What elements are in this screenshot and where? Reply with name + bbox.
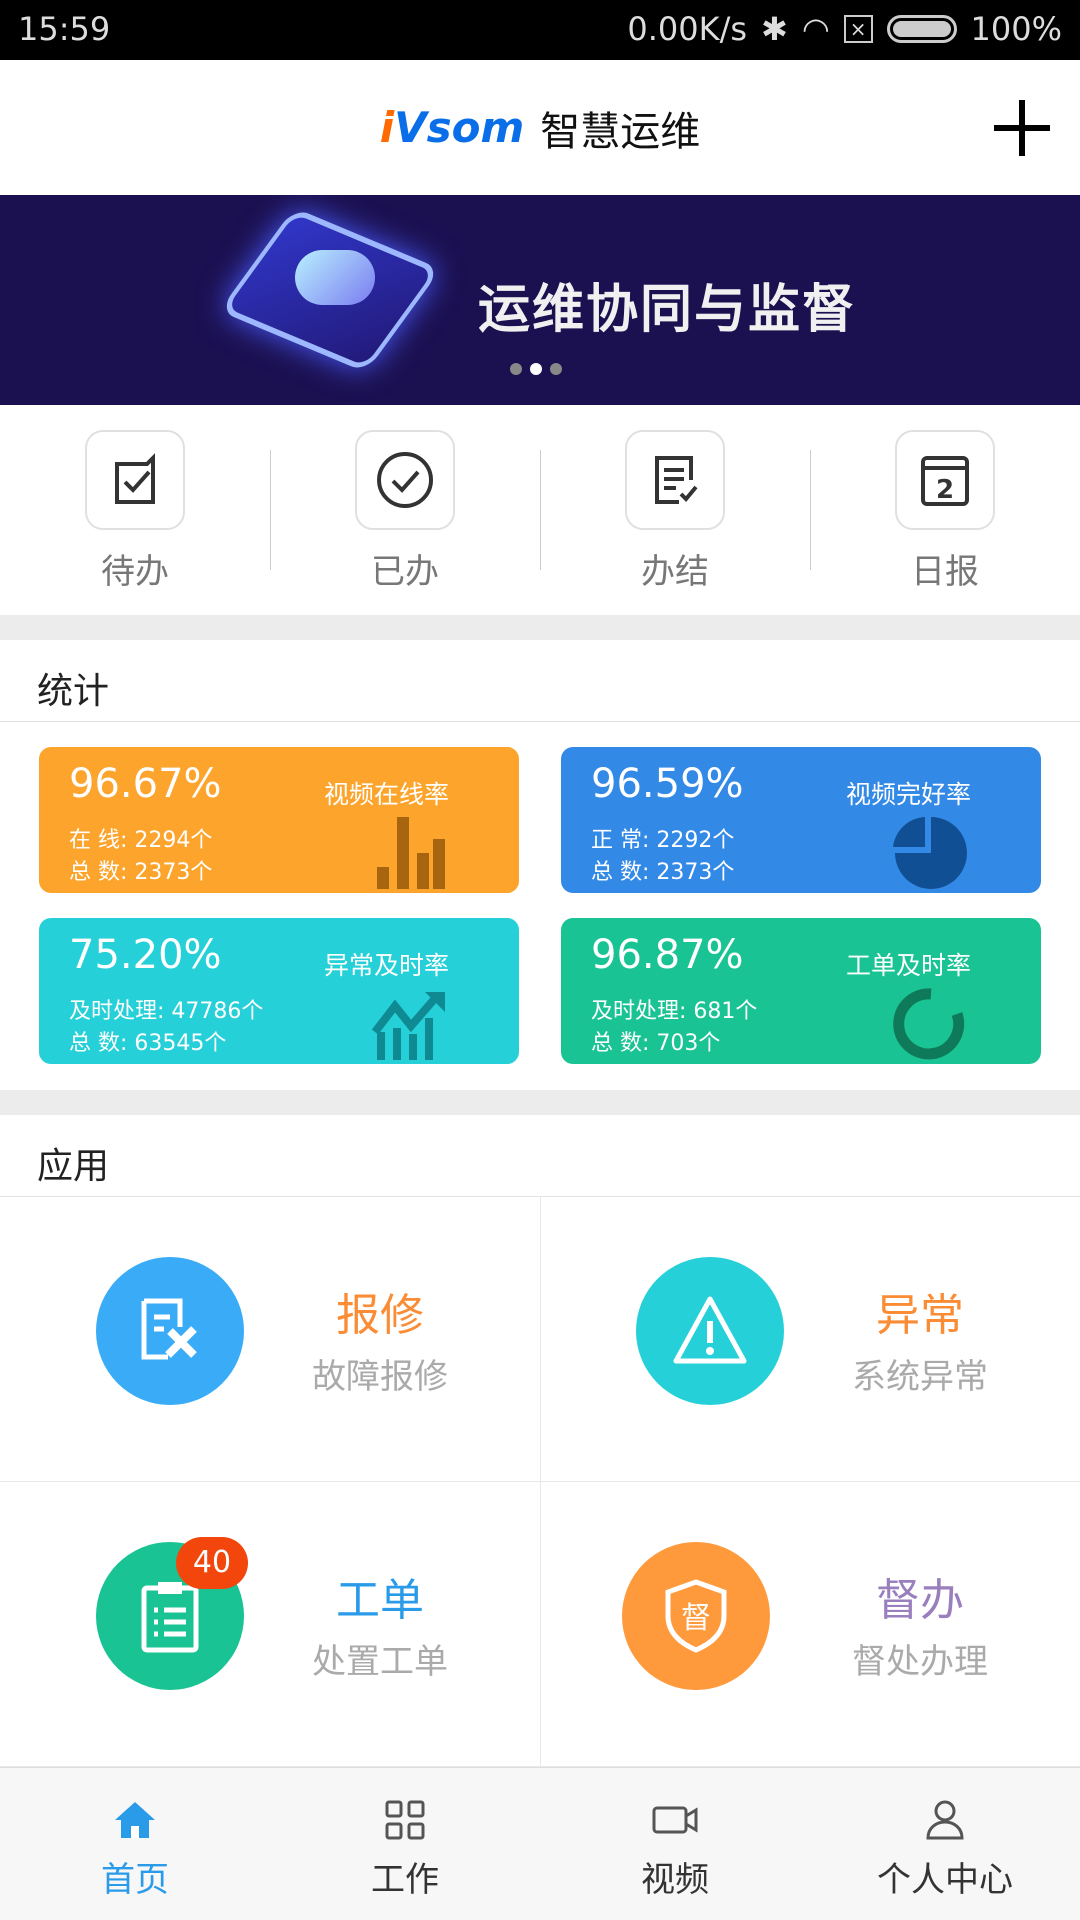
quick-daily-report[interactable]: 2 日报 bbox=[810, 405, 1080, 615]
stat-line1: 在 线: 2294个 bbox=[69, 828, 213, 853]
svg-text:2: 2 bbox=[936, 475, 954, 505]
stat-name: 视频在线率 bbox=[324, 780, 450, 809]
carousel-dot[interactable] bbox=[510, 363, 522, 375]
stat-name: 工单及时率 bbox=[846, 951, 972, 980]
divider bbox=[0, 615, 1080, 640]
stat-line1: 正 常: 2292个 bbox=[591, 828, 735, 853]
document-check-icon bbox=[625, 430, 725, 530]
quick-todo[interactable]: 待办 bbox=[0, 405, 270, 615]
quick-actions: 待办 已办 办结 2 日报 bbox=[0, 405, 1080, 615]
divider bbox=[0, 1090, 1080, 1115]
supervise-shield-icon: 督 bbox=[622, 1542, 770, 1690]
stat-line1: 及时处理: 47786个 bbox=[69, 999, 264, 1024]
app-workorder[interactable]: 40 工单 处置工单 bbox=[0, 1482, 540, 1767]
ivsom-logo: iVsom bbox=[379, 103, 525, 152]
check-circle-icon bbox=[355, 430, 455, 530]
status-bar: 15:59 0.00K/s ✱ ◠ × 100% bbox=[0, 0, 1080, 60]
bar-chart-icon bbox=[377, 817, 445, 889]
app-title: 异常 bbox=[876, 1290, 964, 1341]
quick-label: 已办 bbox=[371, 552, 439, 592]
stats-title: 统计 bbox=[0, 640, 1080, 722]
nav-profile[interactable]: 个人中心 bbox=[810, 1768, 1080, 1920]
home-icon bbox=[115, 1802, 155, 1838]
app-title: 智慧运维 bbox=[540, 108, 701, 155]
calendar-icon: 2 bbox=[895, 430, 995, 530]
stat-line2: 总 数: 703个 bbox=[591, 1031, 721, 1056]
stat-card-video-online[interactable]: 96.67% 视频在线率 在 线: 2294个 总 数: 2373个 bbox=[39, 747, 519, 893]
sim-icon: × bbox=[843, 15, 873, 43]
nav-video[interactable]: 视频 bbox=[540, 1768, 810, 1920]
quick-label: 待办 bbox=[101, 552, 169, 592]
app-subtitle: 系统异常 bbox=[852, 1357, 988, 1397]
nav-label: 首页 bbox=[101, 1860, 169, 1900]
quick-done[interactable]: 已办 bbox=[270, 405, 540, 615]
app-exception[interactable]: 异常 系统异常 bbox=[540, 1197, 1080, 1482]
app-header: iVsom 智慧运维 bbox=[0, 60, 1080, 195]
app-subtitle: 督处办理 bbox=[852, 1642, 988, 1682]
bottom-nav: 首页 工作 视频 个人中心 bbox=[0, 1767, 1080, 1920]
person-icon bbox=[926, 1800, 964, 1840]
stat-name: 视频完好率 bbox=[846, 780, 972, 809]
apps-title: 应用 bbox=[0, 1115, 1080, 1197]
app-repair[interactable]: 报修 故障报修 bbox=[0, 1197, 540, 1482]
pie-chart-icon bbox=[893, 817, 967, 889]
app-subtitle: 故障报修 bbox=[312, 1357, 448, 1397]
stat-card-workorder-timely[interactable]: 96.87% 工单及时率 及时处理: 681个 总 数: 703个 bbox=[561, 918, 1041, 1064]
video-icon bbox=[652, 1806, 698, 1834]
app-supervise[interactable]: 督 督办 督处办理 bbox=[540, 1482, 1080, 1767]
grid-divider bbox=[540, 1197, 541, 1767]
quick-label: 日报 bbox=[911, 552, 979, 592]
cloud-illustration bbox=[295, 250, 375, 305]
network-speed: 0.00K/s bbox=[627, 10, 748, 48]
repair-icon bbox=[96, 1257, 244, 1405]
nav-label: 视频 bbox=[641, 1860, 709, 1900]
svg-text:督: 督 bbox=[681, 1601, 711, 1636]
quick-closed[interactable]: 办结 bbox=[540, 405, 810, 615]
app-title: 工单 bbox=[336, 1575, 424, 1626]
app-title: 报修 bbox=[336, 1290, 424, 1341]
stat-card-video-intact[interactable]: 96.59% 视频完好率 正 常: 2292个 总 数: 2373个 bbox=[561, 747, 1041, 893]
stat-line2: 总 数: 2373个 bbox=[591, 860, 735, 885]
battery-icon bbox=[886, 15, 957, 43]
banner-carousel[interactable]: 运维协同与监督 bbox=[0, 195, 1080, 405]
carousel-dot[interactable] bbox=[550, 363, 562, 375]
carousel-dot-active[interactable] bbox=[530, 363, 542, 375]
stat-percent: 75.20% bbox=[69, 932, 222, 978]
quick-label: 办结 bbox=[641, 552, 709, 592]
nav-home[interactable]: 首页 bbox=[0, 1768, 270, 1920]
stat-percent: 96.87% bbox=[591, 932, 744, 978]
bluetooth-icon: ✱ bbox=[761, 10, 788, 48]
workorder-count-badge: 40 bbox=[176, 1537, 248, 1589]
stat-line1: 及时处理: 681个 bbox=[591, 999, 758, 1024]
stat-line2: 总 数: 2373个 bbox=[69, 860, 213, 885]
nav-work[interactable]: 工作 bbox=[270, 1768, 540, 1920]
trend-up-icon bbox=[371, 992, 445, 1060]
wifi-icon: ◠ bbox=[801, 10, 830, 48]
banner-text: 运维协同与监督 bbox=[478, 280, 857, 340]
stat-percent: 96.67% bbox=[69, 761, 222, 807]
battery-level: 100% bbox=[970, 10, 1062, 48]
carousel-dots bbox=[510, 363, 562, 375]
nav-label: 工作 bbox=[371, 1860, 439, 1900]
stat-card-exception-timely[interactable]: 75.20% 异常及时率 及时处理: 47786个 总 数: 63545个 bbox=[39, 918, 519, 1064]
warning-icon bbox=[636, 1257, 784, 1405]
add-plus-icon[interactable] bbox=[994, 100, 1050, 156]
ring-chart-icon bbox=[893, 988, 965, 1060]
stat-line2: 总 数: 63545个 bbox=[69, 1031, 227, 1056]
status-time: 15:59 bbox=[18, 10, 111, 48]
stat-name: 异常及时率 bbox=[324, 951, 450, 980]
stat-percent: 96.59% bbox=[591, 761, 744, 807]
app-title: 督办 bbox=[876, 1575, 964, 1626]
checkbox-icon bbox=[85, 430, 185, 530]
nav-label: 个人中心 bbox=[877, 1860, 1013, 1900]
app-subtitle: 处置工单 bbox=[312, 1642, 448, 1682]
grid-icon bbox=[385, 1800, 425, 1840]
